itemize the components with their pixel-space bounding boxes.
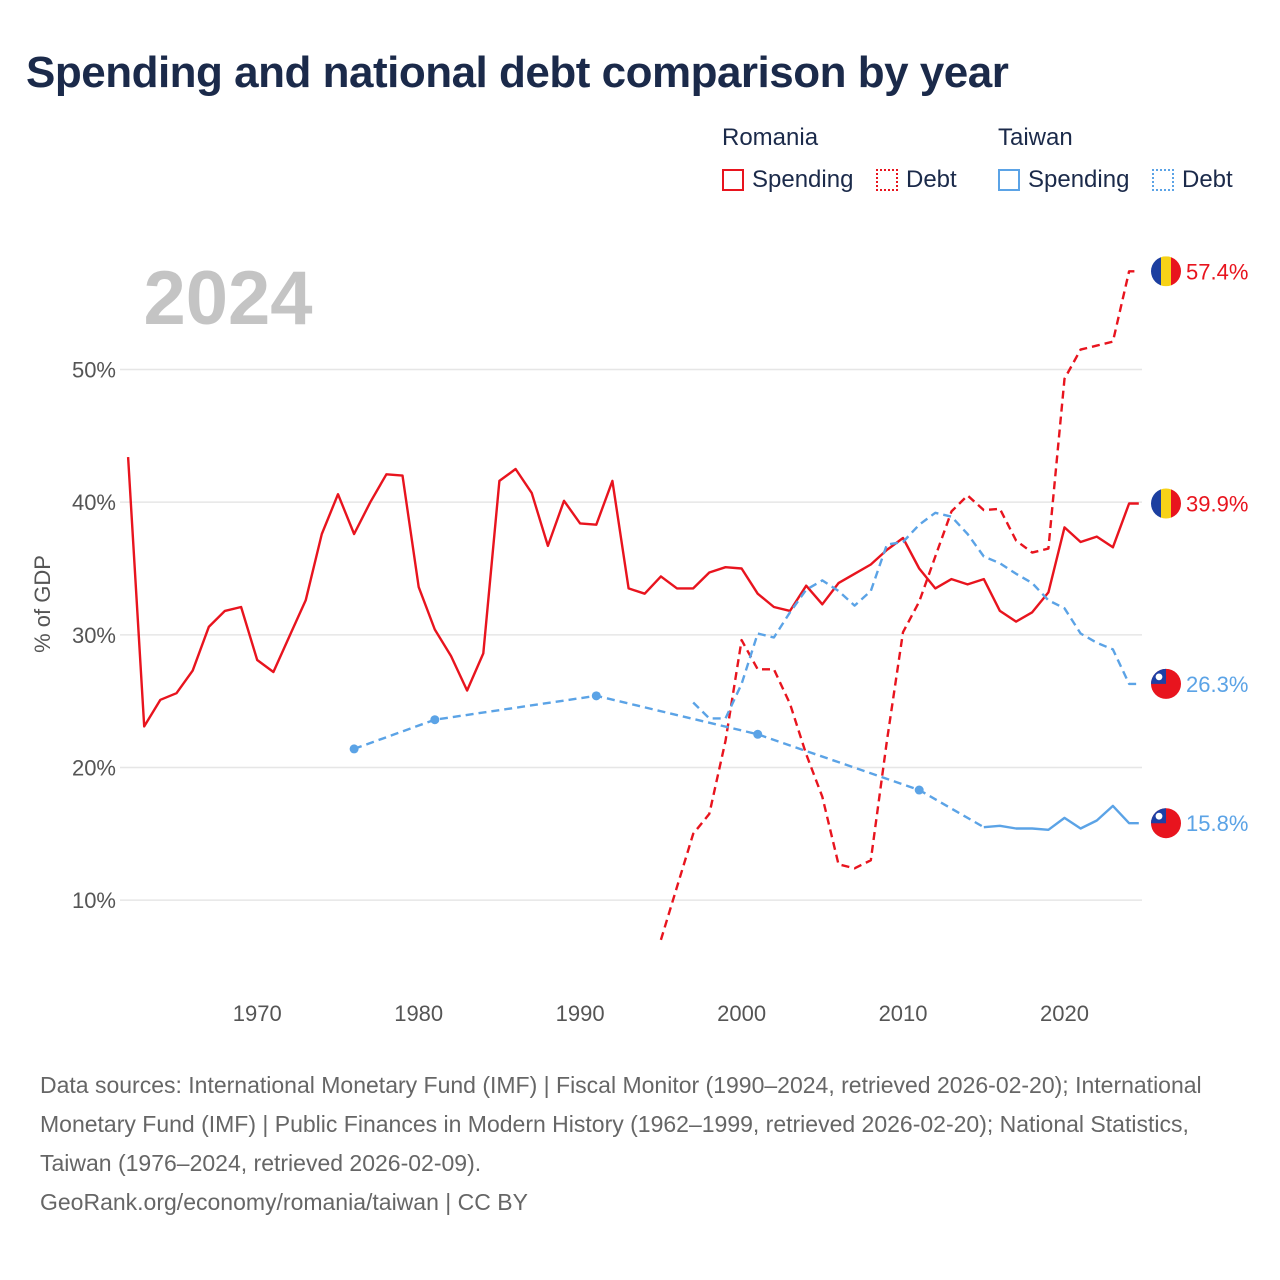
end-value-label: 15.8% <box>1186 811 1248 836</box>
x-tick-label: 1970 <box>233 1001 282 1026</box>
data-sources: Data sources: International Monetary Fun… <box>40 1072 1209 1176</box>
legend-label: Spending <box>1028 166 1130 193</box>
legend-label: Spending <box>752 166 854 193</box>
legend-taiwan-debt[interactable]: Debt <box>1152 166 1233 194</box>
romania-debt-line <box>659 270 1139 941</box>
data-point-marker <box>914 785 924 795</box>
legend-label: Debt <box>906 166 957 193</box>
legend-label: Debt <box>1182 166 1233 193</box>
taiwan-debt-line <box>692 511 1139 720</box>
legend-taiwan-heading: Taiwan <box>998 124 1073 151</box>
data-point-marker <box>753 729 763 739</box>
legend-romania-heading: Romania <box>722 124 819 151</box>
y-tick-label: 50% <box>72 357 116 382</box>
legend-romania-debt[interactable]: Debt <box>876 166 957 194</box>
line-chart: 2024 10% 20% 30% 40% 50% 1970 1980 1990 2000 201… <box>30 256 1248 1026</box>
data-point-marker <box>430 715 440 725</box>
chart-title: Spending and national debt comparison by… <box>26 48 1009 97</box>
series-layer <box>126 270 1139 941</box>
romania-spending-line <box>126 457 1139 728</box>
x-tick-label: 2010 <box>879 1001 928 1026</box>
dotted-swatch-icon <box>876 169 898 191</box>
legend-taiwan-spending[interactable]: Spending <box>998 166 1129 194</box>
x-tick-label: 2020 <box>1040 1001 1089 1026</box>
dotted-swatch-icon <box>1152 169 1174 191</box>
year-overlay: 2024 <box>143 256 312 341</box>
solid-swatch-icon <box>998 169 1020 191</box>
x-axis: 1970 1980 1990 2000 2010 2020 <box>233 1001 1089 1026</box>
y-tick-label: 40% <box>72 490 116 515</box>
end-value-label: 39.9% <box>1186 491 1248 516</box>
legend-romania-spending[interactable]: Spending <box>722 166 853 194</box>
solid-swatch-icon <box>722 169 744 191</box>
x-tick-label: 2000 <box>717 1001 766 1026</box>
credit-line: GeoRank.org/economy/romania/taiwan | CC … <box>40 1189 528 1215</box>
gridlines <box>120 368 1142 901</box>
romania-flag-icon <box>1151 488 1181 519</box>
taiwan-spending-line <box>983 804 1139 831</box>
taiwan-flag-icon <box>1151 668 1181 699</box>
end-labels: 39.9% 57.4% 15.8% 26.3% <box>1151 256 1248 839</box>
y-tick-label: 30% <box>72 623 116 648</box>
end-value-label: 57.4% <box>1186 259 1248 284</box>
footer: Data sources: International Monetary Fun… <box>40 1066 1240 1222</box>
data-point-marker <box>349 744 359 754</box>
x-tick-label: 1990 <box>556 1001 605 1026</box>
y-axis: 10% 20% 30% 40% 50% <box>72 357 116 913</box>
x-tick-label: 1980 <box>394 1001 443 1026</box>
y-tick-label: 20% <box>72 755 116 780</box>
taiwan-spending-interpolated-line <box>353 694 985 829</box>
end-value-label: 26.3% <box>1186 672 1248 697</box>
taiwan-flag-icon <box>1151 808 1181 839</box>
romania-flag-icon <box>1151 256 1181 287</box>
y-tick-label: 10% <box>72 888 116 913</box>
data-point-marker <box>591 691 601 701</box>
y-axis-label: % of GDP <box>30 555 55 653</box>
